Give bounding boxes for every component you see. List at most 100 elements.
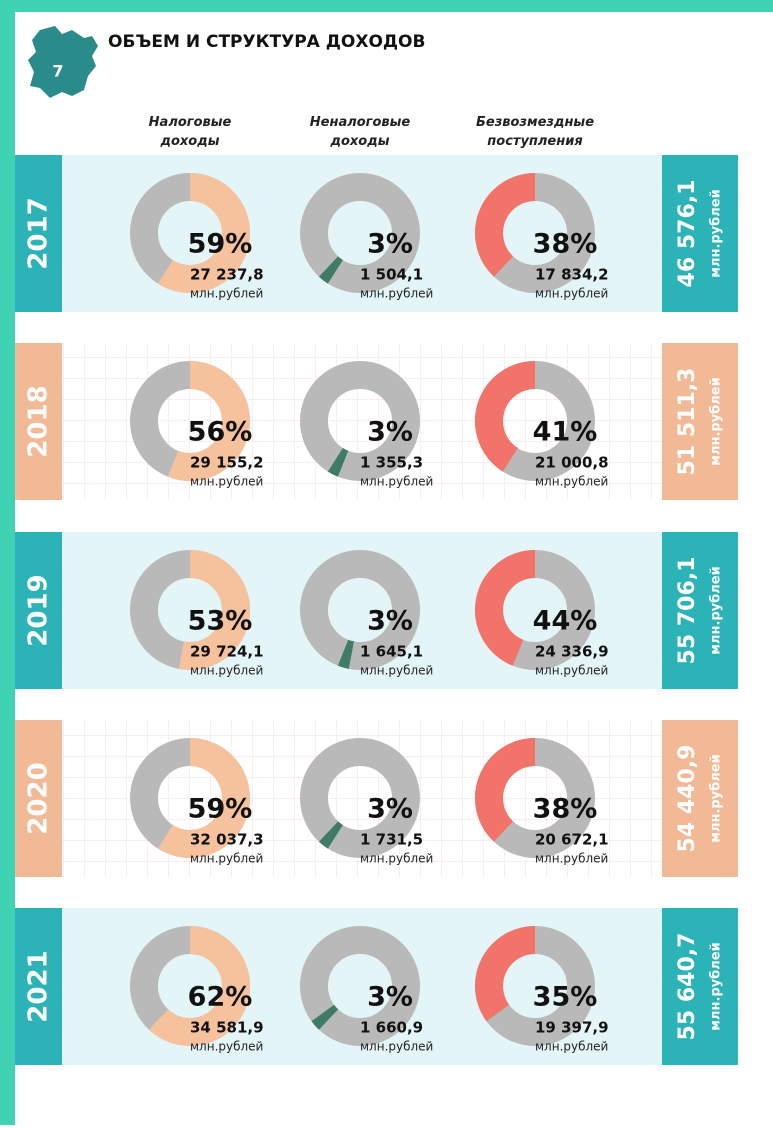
amount-label: 34 581,9: [190, 1019, 264, 1037]
column-header: Безвозмездные поступления: [476, 115, 594, 149]
donut-segment: [148, 926, 250, 1046]
amount-label: 1 660,9: [360, 1019, 423, 1037]
donut-segment: [475, 550, 536, 666]
donut-segment: [318, 256, 344, 284]
percent-label: 59%: [188, 229, 253, 260]
donut-track: [300, 926, 420, 1046]
donut-segment: [157, 173, 250, 293]
total-value: 54 440,9: [675, 745, 700, 853]
amount-unit: млн.рублей: [360, 287, 433, 301]
amount-label: 19 397,9: [535, 1019, 609, 1037]
amount-label: 29 724,1: [190, 643, 264, 661]
column-header-line: доходы: [329, 134, 389, 149]
amount-unit: млн.рублей: [190, 287, 263, 301]
donut-segment: [475, 361, 536, 472]
percent-label: 38%: [533, 229, 598, 260]
year-label: 2017: [24, 197, 54, 269]
page-number: 7: [52, 62, 63, 81]
total-unit: млн.рублей: [709, 942, 724, 1030]
amount-label: 24 336,9: [535, 643, 609, 661]
percent-label: 3%: [367, 794, 413, 825]
amount-unit: млн.рублей: [535, 475, 608, 489]
donut-track: [300, 738, 420, 858]
year-label: 2021: [24, 950, 54, 1022]
amount-unit: млн.рублей: [360, 475, 433, 489]
amount-unit: млн.рублей: [535, 1040, 608, 1054]
donut-segment: [318, 821, 344, 849]
column-header-line: Налоговые: [149, 115, 232, 130]
left-border: [0, 0, 15, 1125]
total-box: [662, 720, 738, 877]
donut-track: [300, 550, 420, 670]
column-header: Неналоговые доходы: [310, 115, 411, 149]
year-label: 2019: [24, 574, 54, 646]
year-box: [15, 155, 62, 312]
top-border: [0, 0, 773, 12]
amount-label: 20 672,1: [535, 831, 609, 849]
amount-unit: млн.рублей: [190, 664, 263, 678]
column-header-line: Безвозмездные: [476, 115, 594, 130]
year-box: [15, 343, 62, 500]
percent-label: 53%: [188, 606, 253, 637]
donut-segment: [475, 926, 536, 1022]
total-unit: млн.рублей: [709, 754, 724, 842]
amount-label: 32 037,3: [190, 831, 264, 849]
year-label: 2018: [24, 385, 54, 457]
amount-unit: млн.рублей: [535, 664, 608, 678]
amount-label: 21 000,8: [535, 454, 609, 472]
donut-segment: [157, 738, 250, 858]
column-header: Налоговые доходы: [149, 115, 232, 149]
percent-label: 44%: [533, 606, 598, 637]
year-box: [15, 908, 62, 1065]
percent-label: 3%: [367, 606, 413, 637]
total-unit: млн.рублей: [709, 189, 724, 277]
amount-unit: млн.рублей: [535, 852, 608, 866]
total-unit: млн.рублей: [709, 566, 724, 654]
amount-unit: млн.рублей: [535, 287, 608, 301]
total-box: [662, 155, 738, 312]
amount-label: 1 504,1: [360, 266, 423, 284]
percent-label: 38%: [533, 794, 598, 825]
percent-label: 41%: [533, 417, 598, 448]
total-value: 55 640,7: [675, 933, 700, 1041]
percent-label: 56%: [188, 417, 253, 448]
amount-label: 27 237,8: [190, 266, 264, 284]
total-box: [662, 532, 738, 689]
amount-label: 1 645,1: [360, 643, 423, 661]
amount-label: 17 834,2: [535, 266, 609, 284]
donut-segment: [167, 361, 250, 481]
percent-label: 59%: [188, 794, 253, 825]
column-header-line: Неналоговые: [310, 115, 411, 130]
total-box: [662, 343, 738, 500]
column-header-line: поступления: [487, 134, 582, 149]
year-label: 2020: [24, 762, 54, 834]
page-title: ОБЪЕМ И СТРУКТУРА ДОХОДОВ: [108, 32, 425, 52]
percent-label: 62%: [188, 982, 253, 1013]
amount-unit: млн.рублей: [360, 1040, 433, 1054]
amount-unit: млн.рублей: [190, 852, 263, 866]
percent-label: 3%: [367, 417, 413, 448]
donut-segment: [475, 738, 536, 842]
total-value: 51 511,3: [675, 368, 700, 476]
amount-label: 29 155,2: [190, 454, 264, 472]
total-value: 46 576,1: [675, 180, 700, 288]
donut-track: [300, 173, 420, 293]
percent-label: 3%: [367, 982, 413, 1013]
amount-label: 1 355,3: [360, 454, 423, 472]
year-box: [15, 720, 62, 877]
donut-segment: [475, 173, 536, 277]
amount-unit: млн.рублей: [360, 664, 433, 678]
amount-unit: млн.рублей: [360, 852, 433, 866]
donut-segment: [178, 550, 250, 670]
percent-label: 35%: [533, 982, 598, 1013]
year-box: [15, 532, 62, 689]
total-unit: млн.рублей: [709, 377, 724, 465]
amount-unit: млн.рублей: [190, 1040, 263, 1054]
percent-label: 3%: [367, 229, 413, 260]
donut-segment: [337, 639, 355, 669]
total-box: [662, 908, 738, 1065]
donut-segment: [327, 447, 349, 477]
column-header-line: доходы: [159, 134, 219, 149]
total-value: 55 706,1: [675, 557, 700, 665]
